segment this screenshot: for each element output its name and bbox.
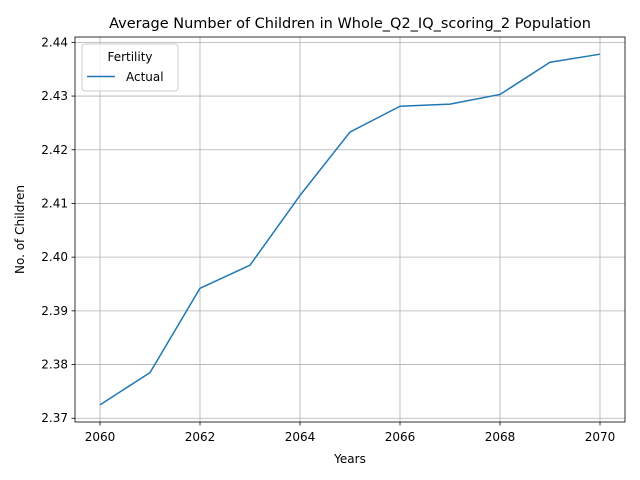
x-tick-label: 2062 [185,430,216,444]
y-tick-label: 2.41 [41,196,68,210]
x-tick-label: 2068 [485,430,516,444]
y-tick-label: 2.38 [41,358,68,372]
x-tick-label: 2064 [285,430,316,444]
y-axis-label: No. of Children [13,185,27,274]
y-tick-label: 2.44 [41,35,68,49]
legend: Fertility Actual [81,43,179,92]
chart-title: Average Number of Children in Whole_Q2_I… [109,16,591,32]
legend-entry-label: Actual [126,70,164,84]
grid [75,37,625,422]
y-tick-label: 2.40 [41,250,68,264]
series-line-actual [99,53,601,406]
plot-frame [74,36,626,423]
x-axis-label: Years [333,452,366,466]
y-axis-ticks: 2.37 2.38 2.39 2.40 2.41 2.42 2.43 2.44 [41,35,75,425]
x-tick-label: 2060 [85,430,116,444]
y-tick-label: 2.42 [41,143,68,157]
legend-box [81,43,179,92]
y-tick-label: 2.39 [41,304,68,318]
y-tick-label: 2.43 [41,89,68,103]
legend-title: Fertility [107,50,152,64]
series-layer [99,53,601,406]
x-axis-ticks: 2060 2062 2064 2066 2068 2070 [85,422,616,444]
x-tick-label: 2066 [385,430,416,444]
x-tick-label: 2070 [585,430,616,444]
y-tick-label: 2.37 [41,411,68,425]
